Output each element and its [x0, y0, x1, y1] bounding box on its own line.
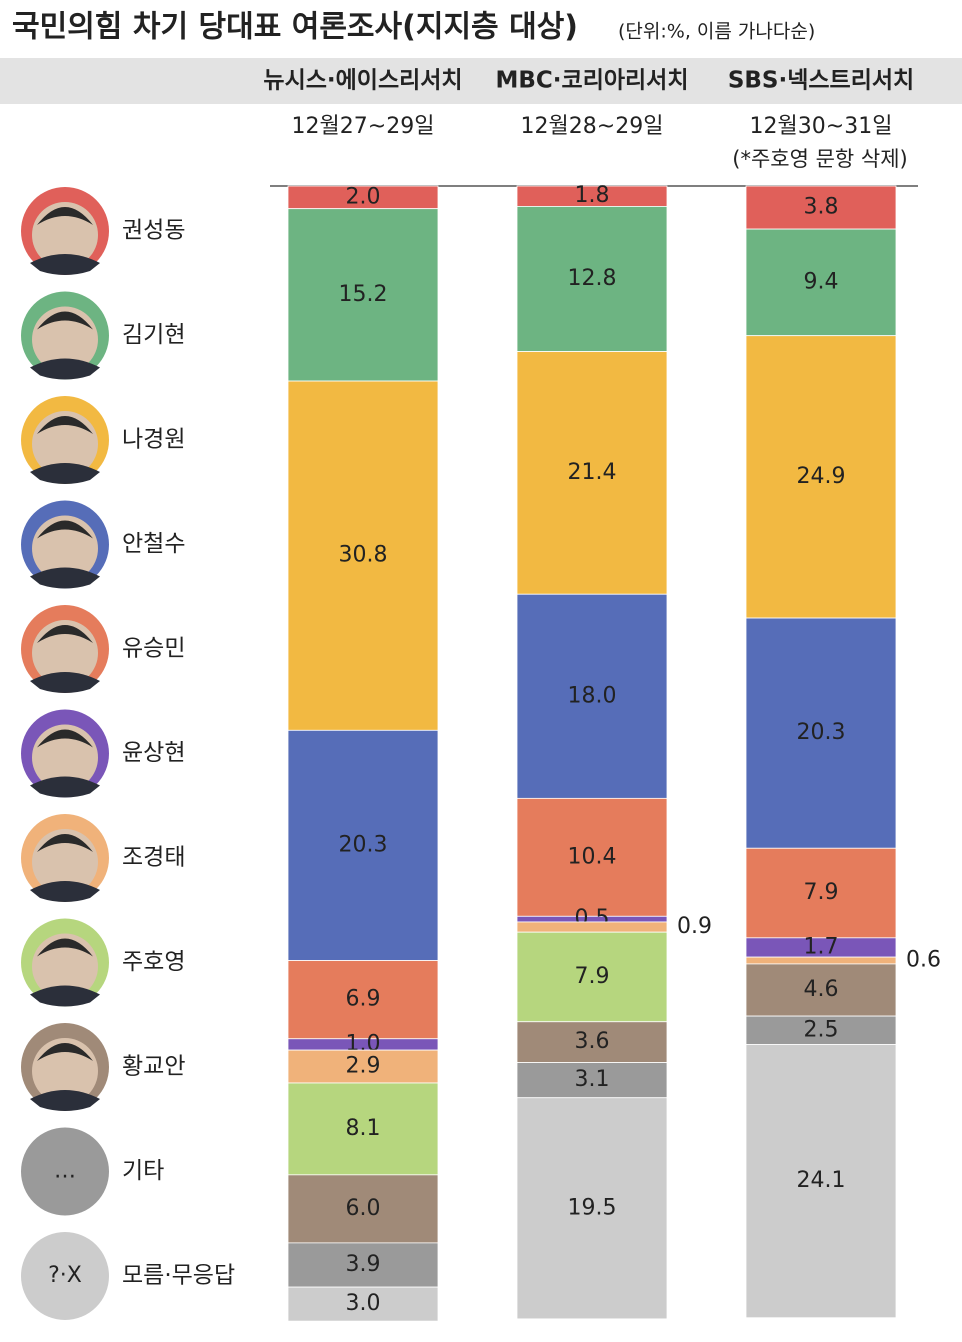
bar-segment: [516, 797, 668, 917]
bar-segment: [745, 847, 897, 939]
value-label: 4.6: [804, 977, 839, 1002]
bar-segment: [745, 185, 897, 230]
legend-icon-text: …: [54, 1159, 76, 1184]
header-band: [0, 58, 962, 104]
legend-label: 안철수: [122, 531, 185, 557]
value-label: 7.9: [804, 880, 839, 905]
bar-segment: [287, 729, 439, 961]
value-label: 20.3: [339, 832, 388, 857]
chart-title: 국민의힘 차기 당대표 여론조사(지지층 대상): [12, 10, 578, 45]
bar-segment: [287, 380, 439, 731]
bar-segment: [745, 1015, 897, 1045]
legend-label: 기타: [122, 1158, 164, 1184]
bar-segment: [287, 960, 439, 1040]
bar-segment: [287, 1286, 439, 1322]
bar-segment: [516, 206, 668, 352]
legend-label: 유승민: [122, 636, 185, 662]
chart-subtitle: (단위:%, 이름 가나다순): [618, 21, 815, 43]
bar-segment: [745, 1044, 897, 1319]
value-label: 19.5: [568, 1195, 617, 1220]
legend-label: 조경태: [122, 845, 185, 871]
value-label: 6.9: [346, 987, 381, 1012]
value-label: 30.8: [339, 543, 388, 568]
bar-segment: [745, 228, 897, 337]
bar-segment: [287, 208, 439, 382]
value-label: 2.0: [346, 184, 381, 209]
value-label: 20.3: [797, 720, 846, 745]
bar-segment: [745, 963, 897, 1017]
legend-photo-hair: [37, 520, 93, 539]
value-label: 10.4: [568, 844, 617, 869]
column-date: 12월27~29일: [292, 114, 435, 139]
value-label: 15.2: [339, 282, 388, 307]
legend-photo-suit: [30, 985, 100, 1007]
value-label: 0.9: [677, 914, 712, 939]
legend-photo-hair: [37, 311, 93, 330]
value-label: 6.0: [346, 1196, 381, 1221]
legend-photo-hair: [37, 834, 93, 852]
legend-photo-hair: [37, 625, 93, 643]
legend-label: 모름·무응답: [122, 1263, 235, 1289]
legend-label: 주호영: [122, 949, 185, 975]
value-label: 0.6: [906, 948, 941, 973]
bar-segment: [287, 1242, 439, 1288]
bar-segment: [516, 921, 668, 933]
legend-photo-suit: [30, 1090, 100, 1111]
value-label: 24.9: [797, 464, 846, 489]
note: (*주호영 문항 삭제): [732, 147, 907, 171]
legend-photo-hair: [37, 416, 93, 434]
value-label: 3.6: [575, 1029, 610, 1054]
column-date: 12월28~29일: [521, 114, 664, 139]
legend-label: 권성동: [122, 218, 185, 244]
legend-photo-hair: [37, 1043, 93, 1061]
value-label: 24.1: [797, 1168, 846, 1193]
value-label: 2.9: [346, 1054, 381, 1079]
legend-icon: [21, 1232, 109, 1320]
value-label: 9.4: [804, 269, 839, 294]
bar-segment: [287, 1174, 439, 1244]
column-header: MBC·코리아리서치: [496, 68, 689, 94]
value-label: 3.1: [575, 1067, 610, 1092]
bar-segment: [516, 593, 668, 799]
legend-label: 윤상현: [122, 740, 185, 766]
legend-photo-suit: [30, 776, 100, 798]
bar-segment: [516, 1097, 668, 1320]
legend-photo-suit: [30, 881, 100, 902]
legend-photo-suit: [30, 358, 100, 380]
value-label: 7.9: [575, 964, 610, 989]
bar-segment: [745, 335, 897, 619]
legend-photo-hair: [37, 729, 93, 748]
value-label: 21.4: [568, 460, 617, 485]
column-date: 12월30~31일: [750, 114, 893, 139]
value-label: 3.8: [804, 195, 839, 220]
legend-photo-hair: [37, 938, 93, 957]
legend-icon-text: ?·X: [48, 1263, 82, 1288]
bar-segment: [745, 617, 897, 849]
value-label: 3.0: [346, 1291, 381, 1316]
legend-photo-suit: [30, 463, 100, 484]
bar-segment: [516, 931, 668, 1023]
legend-label: 황교안: [122, 1054, 185, 1080]
legend-label: 나경원: [122, 427, 185, 453]
value-label: 3.9: [346, 1252, 381, 1277]
legend-photo-hair: [37, 207, 93, 225]
legend-label: 김기현: [122, 322, 185, 348]
value-label: 8.1: [346, 1116, 381, 1141]
value-label: 1.8: [575, 183, 610, 208]
value-label: 18.0: [568, 683, 617, 708]
value-label: 2.5: [804, 1017, 839, 1042]
legend-photo-suit: [30, 672, 100, 693]
column-header: SBS·넥스트리서치: [728, 68, 914, 94]
column-header: 뉴시스·에이스리서치: [263, 68, 462, 94]
legend-photo-suit: [30, 567, 100, 589]
legend-photo-suit: [30, 254, 100, 275]
bar-segment: [516, 1021, 668, 1063]
value-label: 12.8: [568, 266, 617, 291]
value-label: 1.7: [804, 934, 839, 959]
bar-segment: [287, 1049, 439, 1084]
legend-icon: [21, 1127, 109, 1216]
bar-segment: [745, 956, 897, 965]
